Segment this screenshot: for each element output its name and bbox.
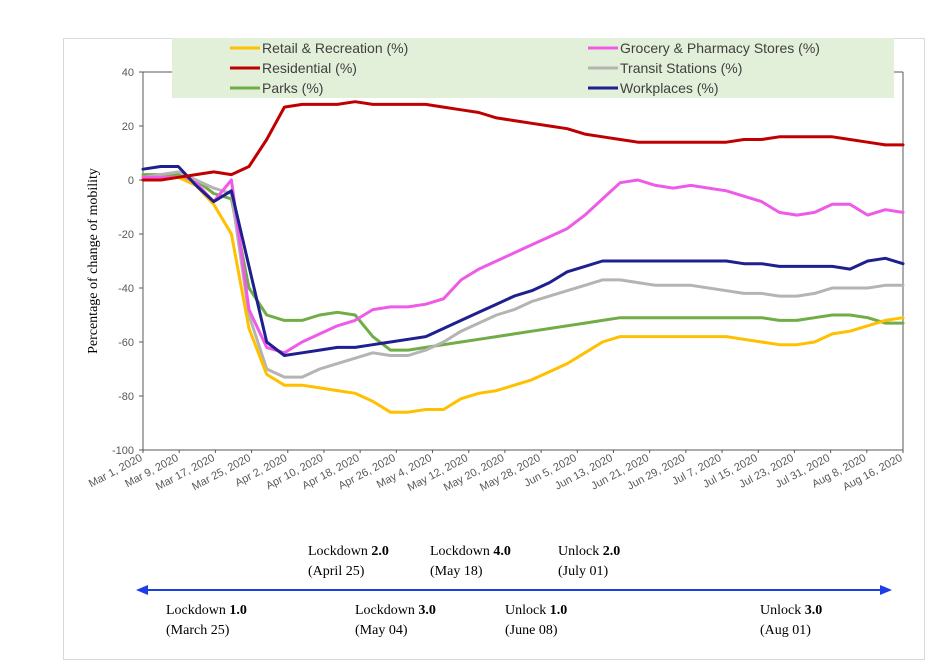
- y-axis-label: Percentage of change of mobility: [86, 168, 101, 354]
- legend-entry: Workplaces (%): [620, 80, 719, 96]
- legend-entry: Retail & Recreation (%): [262, 40, 408, 56]
- series-line-5: [141, 165, 905, 357]
- phase-name: Unlock: [505, 603, 550, 618]
- series-line-0: [141, 175, 905, 414]
- phase-date-unlock1: (June 08): [505, 623, 558, 638]
- phase-date-lockdown2: (April 25): [308, 564, 365, 579]
- series-line-4: [141, 173, 905, 352]
- phase-label-unlock3: Unlock 3.0: [760, 603, 822, 618]
- legend-entry: Parks (%): [262, 80, 323, 96]
- series-line-3: [141, 170, 905, 379]
- y-tick-label: -80: [118, 391, 134, 403]
- y-tick-label: -40: [118, 283, 134, 295]
- timeline-arrow-left-head: [136, 585, 148, 595]
- phase-date-lockdown4: (May 18): [430, 564, 483, 579]
- legend-entry: Grocery & Pharmacy Stores (%): [620, 40, 820, 56]
- phase-name: Lockdown: [430, 544, 493, 559]
- legend-panel: [172, 38, 894, 98]
- phase-number: 3.0: [418, 603, 436, 618]
- legend-entry: Transit Stations (%): [620, 60, 742, 76]
- phase-label-unlock2: Unlock 2.0: [558, 544, 620, 559]
- phase-date-lockdown1: (March 25): [166, 623, 230, 638]
- phase-number: 1.0: [550, 603, 568, 618]
- series-line-2: [141, 100, 905, 182]
- phase-name: Lockdown: [166, 603, 229, 618]
- phase-number: 3.0: [805, 603, 823, 618]
- phase-date-lockdown3: (May 04): [355, 623, 408, 638]
- timeline-arrow-right-head: [880, 585, 892, 595]
- phase-name: Unlock: [558, 544, 603, 559]
- phase-number: 4.0: [493, 544, 511, 559]
- phase-label-lockdown1: Lockdown 1.0: [166, 603, 247, 618]
- phase-date-unlock3: (Aug 01): [760, 623, 811, 638]
- phase-number: 2.0: [371, 544, 389, 559]
- phase-label-lockdown4: Lockdown 4.0: [430, 544, 511, 559]
- y-tick-label: -20: [118, 229, 134, 241]
- y-tick-label: -100: [112, 445, 134, 457]
- y-tick-label: 20: [122, 121, 134, 133]
- y-tick-label: 0: [128, 175, 134, 187]
- phase-name: Lockdown: [308, 544, 371, 559]
- y-tick-label: -60: [118, 337, 134, 349]
- phase-name: Unlock: [760, 603, 805, 618]
- y-tick-label: 40: [122, 67, 134, 79]
- phase-label-lockdown3: Lockdown 3.0: [355, 603, 436, 618]
- phase-name: Lockdown: [355, 603, 418, 618]
- phase-label-lockdown2: Lockdown 2.0: [308, 544, 389, 559]
- phase-label-unlock1: Unlock 1.0: [505, 603, 567, 618]
- series-line-1: [141, 175, 905, 355]
- phase-number: 1.0: [229, 603, 247, 618]
- phase-date-unlock2: (July 01): [558, 564, 609, 579]
- phase-number: 2.0: [603, 544, 621, 559]
- legend-entry: Residential (%): [262, 60, 357, 76]
